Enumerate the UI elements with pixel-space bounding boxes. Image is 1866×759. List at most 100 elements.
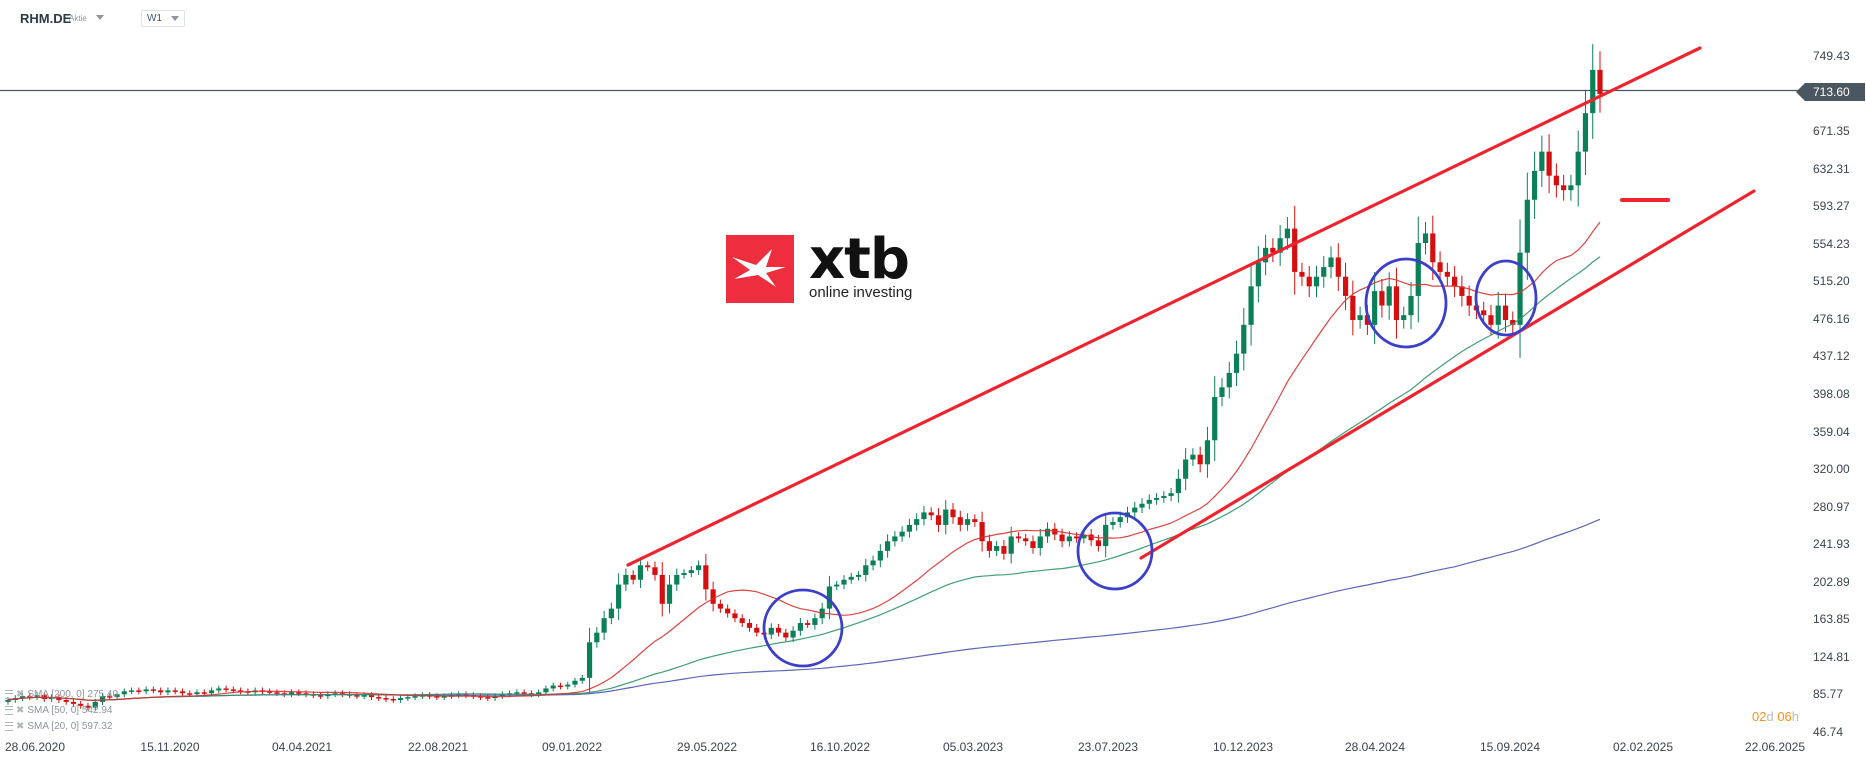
- candle-body: [1023, 538, 1029, 542]
- candle-body: [943, 509, 949, 525]
- candle-body: [1401, 315, 1407, 321]
- candle-body: [1255, 262, 1261, 287]
- candle-body: [790, 630, 796, 638]
- candle-body: [412, 696, 418, 698]
- candle-body: [1553, 175, 1559, 186]
- candle-body: [1306, 276, 1312, 287]
- candle-body: [746, 623, 753, 628]
- candle-body: [1117, 517, 1123, 523]
- y-tick-label: 280.97: [1813, 499, 1850, 514]
- candle-body: [557, 685, 564, 688]
- candle-body: [1168, 493, 1174, 497]
- timeframe-value: W1: [147, 13, 162, 24]
- y-tick-label: 320.00: [1813, 462, 1850, 477]
- close-icon[interactable]: ✖: [16, 721, 25, 732]
- close-icon[interactable]: ✖: [16, 705, 25, 716]
- candle-body: [63, 699, 69, 702]
- candle-body: [92, 701, 98, 708]
- candle-body: [1226, 372, 1232, 388]
- candle-body: [1452, 276, 1458, 287]
- candle-body: [848, 576, 854, 580]
- candle-body: [775, 627, 782, 633]
- candle-body: [34, 695, 40, 698]
- countdown-days-unit: d: [1766, 709, 1774, 724]
- candle-body: [1328, 257, 1334, 268]
- close-icon[interactable]: ✖: [16, 689, 25, 700]
- candle-body: [1110, 522, 1116, 525]
- legend-sma-20[interactable]: ✖ SMA [20, 0] 597.32: [5, 721, 112, 732]
- candle-body: [964, 519, 971, 525]
- candle-body: [1233, 353, 1240, 373]
- candle-body: [826, 586, 833, 609]
- candle-body: [1393, 286, 1400, 321]
- candle-body: [616, 584, 622, 609]
- candle-body: [550, 685, 556, 689]
- candle-body: [710, 589, 716, 604]
- candle-body: [732, 613, 738, 619]
- candle-body: [1575, 151, 1581, 186]
- candle-body: [1524, 199, 1530, 253]
- candle-body: [274, 692, 280, 694]
- settings-icon[interactable]: [5, 705, 13, 715]
- candle-body: [143, 689, 149, 692]
- candle-body: [695, 565, 702, 571]
- candle-body: [1175, 478, 1181, 494]
- candle-body: [652, 567, 658, 575]
- y-tick-label: 124.81: [1813, 649, 1850, 664]
- candle-body: [1292, 228, 1298, 272]
- candle-body: [1241, 324, 1247, 354]
- candle-body: [1582, 113, 1589, 152]
- symbol-label[interactable]: RHM.DE: [20, 11, 72, 26]
- settings-icon[interactable]: [5, 721, 13, 731]
- candle-body: [717, 603, 724, 609]
- candle-body: [783, 632, 789, 638]
- trend-channel-lower: [1139, 189, 1756, 560]
- symbol-dropdown-icon[interactable]: [96, 15, 104, 20]
- candle-body: [1539, 151, 1545, 171]
- candle-body: [434, 696, 440, 698]
- candle-body: [1066, 536, 1072, 542]
- xtb-logo-mark: [726, 235, 794, 303]
- candle-body: [354, 695, 360, 697]
- y-tick-label: 359.04: [1813, 424, 1850, 439]
- candle-body: [805, 623, 811, 625]
- legend-label: SMA [200, 0] 275.40: [27, 689, 119, 700]
- x-tick-label: 22.06.2025: [1744, 740, 1806, 754]
- candle-body: [586, 642, 593, 678]
- candle-body: [1335, 257, 1341, 277]
- candle-body: [579, 677, 585, 681]
- candle-body: [317, 695, 324, 697]
- y-tick-label: 671.35: [1813, 124, 1850, 139]
- candle-body: [1546, 151, 1552, 176]
- candle-body: [1364, 315, 1370, 325]
- candle-body: [1161, 496, 1167, 498]
- x-tick-label: 15.11.2020: [140, 740, 200, 754]
- candle-body: [165, 690, 171, 693]
- settings-icon[interactable]: [5, 689, 13, 699]
- x-tick-label: 23.07.2023: [1077, 740, 1139, 754]
- legend-sma-200[interactable]: ✖ SMA [200, 0] 275.40: [5, 689, 118, 700]
- candle-body: [935, 515, 942, 525]
- candle-body: [1488, 315, 1494, 325]
- candle-body: [1219, 387, 1225, 397]
- candle-body: [1277, 238, 1283, 253]
- xtb-brand-text: xtb: [809, 227, 910, 292]
- candle-body: [1190, 454, 1196, 460]
- candle-body: [85, 705, 91, 708]
- candle-body: [768, 627, 774, 635]
- legend-sma-50[interactable]: ✖ SMA [50, 0] 542.94: [5, 705, 112, 716]
- candle-body: [238, 690, 244, 692]
- candle-body: [70, 701, 77, 704]
- candle-body: [172, 690, 178, 692]
- candle-body: [921, 512, 927, 520]
- candle-body: [1212, 396, 1218, 441]
- candle-body: [1001, 546, 1007, 554]
- candle-body: [99, 696, 106, 702]
- trend-channel-upper: [626, 46, 1702, 567]
- candle-body: [1095, 540, 1102, 547]
- timeframe-select[interactable]: W1: [141, 10, 185, 27]
- candle-body: [703, 565, 709, 590]
- y-tick-label: 632.31: [1813, 161, 1850, 176]
- y-tick-label: 85.77: [1813, 687, 1844, 702]
